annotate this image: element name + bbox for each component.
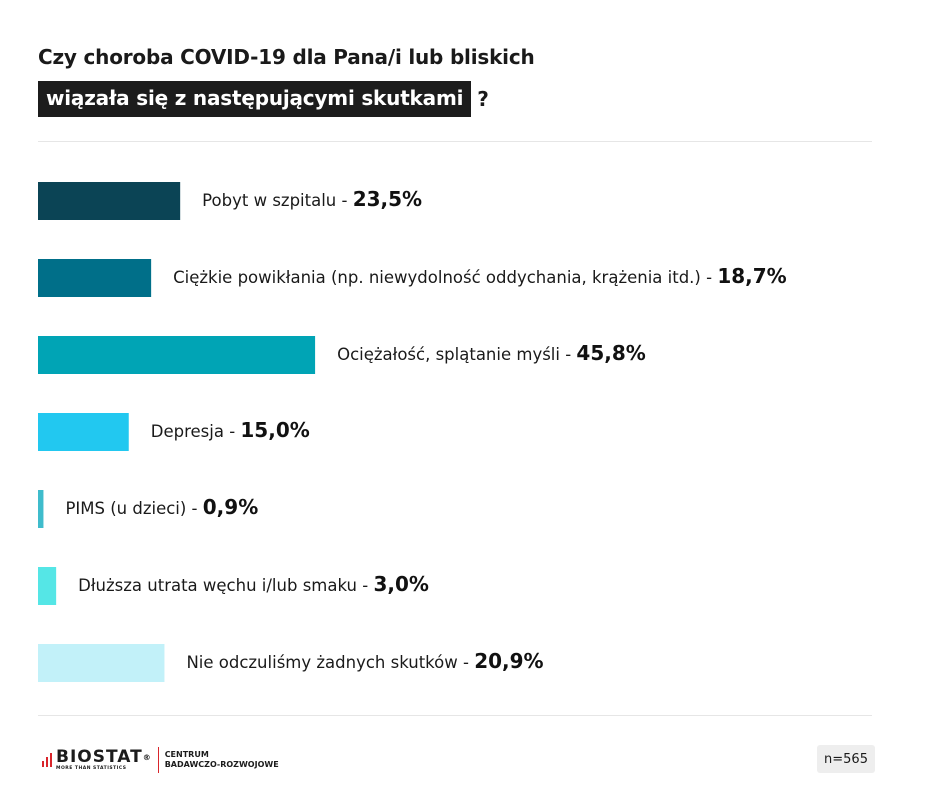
category-label: Pobyt w szpitalu -: [202, 191, 353, 210]
bar-label-4: Depresja - 15,0%: [151, 418, 310, 442]
bar-1: [38, 182, 181, 220]
bar-3: [38, 336, 316, 374]
category-label: Ociężałość, splątanie myśli -: [337, 345, 576, 364]
category-label: Nie odczuliśmy żadnych skutków -: [186, 653, 474, 672]
value-label: 23,5%: [353, 187, 422, 211]
brand-name: BIOSTAT®: [56, 747, 152, 767]
bottom-divider: [38, 715, 872, 716]
category-label: Dłuższa utrata węchu i/lub smaku -: [78, 576, 373, 595]
bar-label-3: Ociężałość, splątanie myśli - 45,8%: [337, 341, 646, 365]
chart-title-line1: Czy choroba COVID-19 dla Pana/i lub blis…: [38, 45, 535, 69]
value-label: 3,0%: [373, 572, 428, 596]
bar-2: [38, 259, 152, 297]
category-label: Ciężkie powikłania (np. niewydolność odd…: [173, 268, 717, 287]
category-label: Depresja -: [151, 422, 241, 441]
bar-7: [38, 644, 165, 682]
centre-label: CENTRUM BADAWCZO-ROZWOJOWE: [164, 750, 279, 769]
bar-4: [38, 413, 129, 451]
chart-title-suffix: ?: [477, 87, 489, 111]
sample-size-badge: n=565: [817, 745, 875, 773]
brand-tagline: MORE THAN STATISTICS: [56, 766, 127, 771]
bar-label-5: PIMS (u dzieci) - 0,9%: [65, 495, 258, 519]
chart-title-line2-wrap: wiązała się z następującymi skutkami ?: [38, 81, 489, 117]
value-label: 45,8%: [576, 341, 645, 365]
value-label: 20,9%: [474, 649, 543, 673]
bar-label-6: Dłuższa utrata węchu i/lub smaku - 3,0%: [78, 572, 429, 596]
bar-label-2: Ciężkie powikłania (np. niewydolność odd…: [173, 264, 787, 288]
bar-label-1: Pobyt w szpitalu - 23,5%: [202, 187, 422, 211]
bar-6: [38, 567, 57, 605]
biostat-bars-icon: [42, 753, 52, 767]
category-label: PIMS (u dzieci) -: [65, 499, 202, 518]
bar-5: [38, 490, 44, 528]
top-divider: [38, 141, 872, 142]
logo-separator: [157, 747, 159, 773]
bar-label-7: Nie odczuliśmy żadnych skutków - 20,9%: [186, 649, 543, 673]
biostat-logo: BIOSTAT® MORE THAN STATISTICS CENTRUM BA…: [42, 747, 279, 773]
chart-title-line2: wiązała się z następującymi skutkami: [38, 81, 472, 117]
value-label: 15,0%: [240, 418, 309, 442]
value-label: 18,7%: [717, 264, 786, 288]
value-label: 0,9%: [203, 495, 258, 519]
